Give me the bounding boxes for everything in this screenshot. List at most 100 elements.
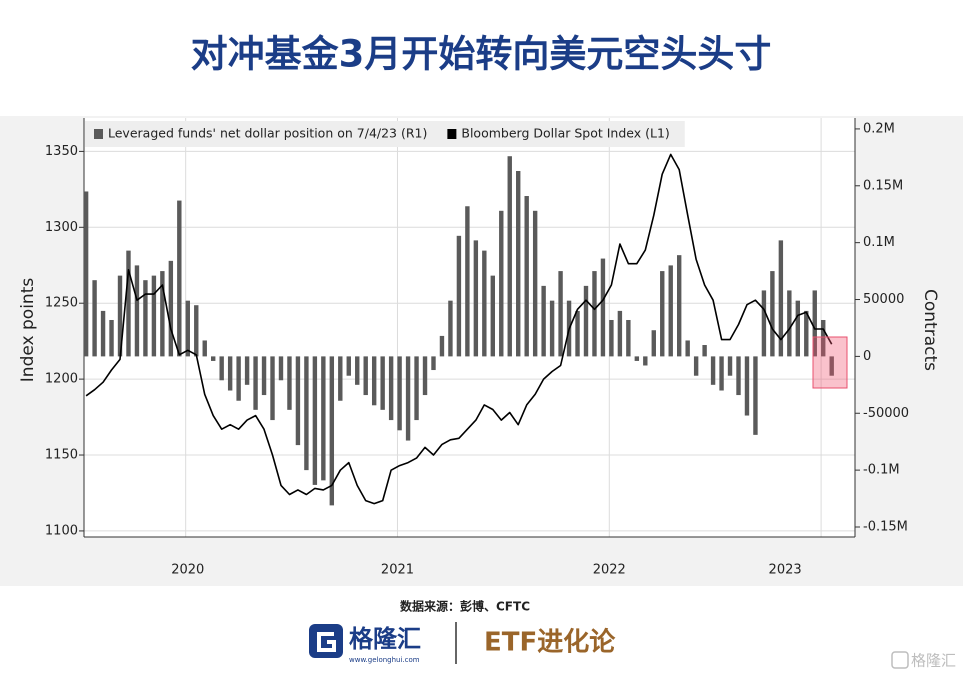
bar (787, 290, 792, 357)
x-tick-label: 2023 (769, 563, 802, 578)
x-tick-label: 2020 (171, 563, 204, 578)
legend-label: Leveraged funds' net dollar position on … (108, 126, 427, 141)
bar (744, 356, 750, 416)
bar (321, 356, 326, 481)
legend-swatch (447, 129, 457, 139)
bar (431, 356, 436, 371)
y-tick-label: 1150 (45, 448, 78, 463)
bar (236, 356, 241, 401)
legend-label: Bloomberg Dollar Spot Index (L1) (461, 126, 669, 141)
bar (575, 310, 580, 357)
bar (761, 290, 767, 357)
y-tick-label: 1100 (45, 523, 78, 538)
bar (261, 356, 267, 396)
source: 数据来源：彭博、CFTC (400, 599, 530, 614)
bar (185, 300, 190, 357)
bar (829, 356, 834, 376)
bar (685, 340, 690, 357)
bar (329, 356, 335, 506)
watermark-icon (891, 651, 909, 669)
partner-name: ETF进化论 (484, 628, 616, 658)
bar (702, 345, 707, 357)
y2-tick-label: 50000 (863, 292, 904, 307)
bar (626, 319, 631, 357)
y-tick-label: 1350 (45, 144, 78, 159)
bar (194, 305, 199, 357)
bar (778, 240, 784, 357)
bar (414, 356, 419, 421)
bar (439, 335, 445, 357)
bar (753, 356, 758, 435)
y-axis-label: Index points (18, 278, 38, 383)
bar (405, 356, 411, 441)
bar (219, 356, 224, 381)
y2-tick-label: -50000 (863, 406, 909, 421)
bar (693, 356, 699, 376)
bar (388, 356, 394, 421)
bar (100, 310, 106, 357)
watermark: 格隆汇 (891, 651, 956, 670)
bar (422, 356, 428, 396)
bar (465, 206, 470, 357)
bar (516, 171, 521, 357)
bar (727, 356, 733, 376)
bar (592, 271, 597, 357)
bar (541, 285, 546, 357)
bar (448, 300, 453, 357)
bar (617, 310, 623, 357)
bar (558, 271, 563, 357)
y2-tick-label: 0.15M (863, 178, 903, 193)
bar (397, 356, 402, 431)
bar (609, 319, 614, 357)
bar (490, 275, 495, 357)
bar (117, 275, 123, 357)
bar (151, 275, 157, 357)
bar (651, 330, 656, 357)
bar (83, 191, 89, 357)
bar (346, 356, 351, 376)
legend-swatch (94, 129, 103, 139)
bar (499, 210, 504, 357)
bar (202, 340, 207, 357)
y-tick-label: 1250 (45, 296, 78, 311)
bar (600, 258, 606, 357)
bar (710, 356, 716, 385)
bar (143, 280, 148, 357)
bar (821, 319, 826, 357)
logo-icon (309, 624, 343, 658)
bar (643, 356, 648, 366)
y2-tick-label: 0.1M (863, 235, 895, 250)
y2-tick-label: 0 (863, 349, 871, 364)
bar (270, 356, 275, 421)
bar (134, 265, 140, 357)
bar (795, 300, 801, 357)
bar (244, 356, 250, 385)
brand-name: 格隆汇 (349, 625, 421, 653)
bar (676, 255, 682, 357)
bar (482, 250, 487, 357)
bar (473, 240, 479, 357)
bar (295, 356, 301, 446)
bar (532, 210, 538, 357)
bar (168, 260, 174, 357)
bar (507, 156, 512, 357)
y-tick-label: 1300 (45, 220, 78, 235)
legend: Leveraged funds' net dollar position on … (85, 121, 685, 147)
bar (812, 290, 817, 357)
watermark-text: 格隆汇 (911, 652, 956, 670)
bar (278, 356, 284, 381)
bar (312, 356, 318, 485)
title: 对冲基金3月开始转向美元空头头寸 (191, 33, 772, 76)
x-tick-label: 2021 (381, 563, 414, 578)
bar (719, 356, 724, 391)
x-tick-label: 2022 (593, 563, 626, 578)
brand-url: www.gelonghui.com (349, 656, 420, 664)
plot: 1100 1150 1200 1250 1300 1350 2020 2021 2022 2023… (45, 118, 909, 578)
logo: 格隆汇 www.gelonghui.com ETF进化论 (309, 622, 616, 664)
logo-mark (317, 632, 336, 652)
bar (660, 271, 665, 357)
bar (126, 250, 131, 357)
bar (668, 265, 673, 357)
